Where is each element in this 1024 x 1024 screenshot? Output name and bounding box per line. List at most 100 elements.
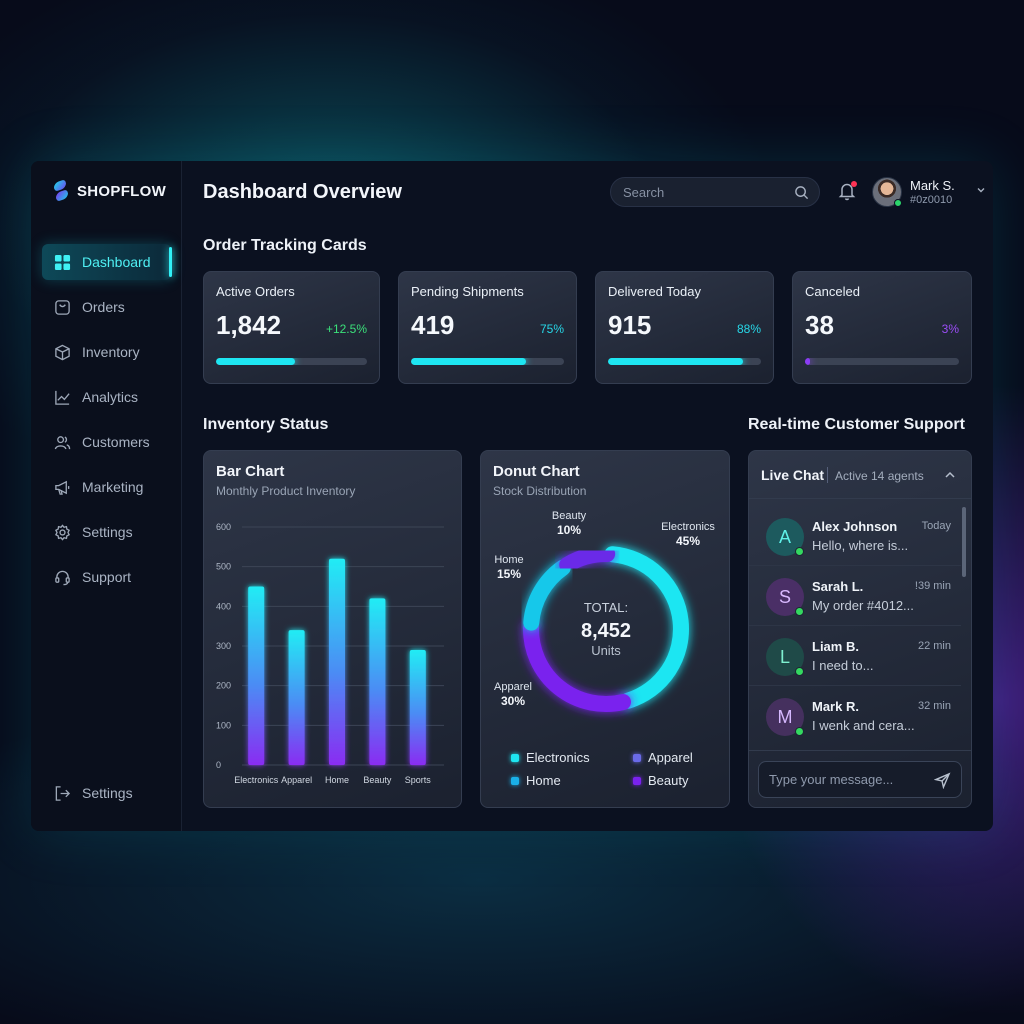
chat-timestamp: !39 min	[914, 580, 951, 592]
sidebar-item-support[interactable]: Support	[42, 559, 171, 595]
inventory-icon	[55, 344, 70, 360]
chat-avatar: A	[766, 518, 804, 556]
y-tick-label: 0	[216, 760, 221, 770]
donut-chart-panel: Donut Chart Stock Distribution TOTAL: 8,…	[480, 450, 730, 808]
analytics-icon	[55, 390, 70, 405]
donut-center-label: TOTAL:	[584, 600, 628, 615]
inventory-status-title: Inventory Status	[203, 416, 329, 433]
search-icon[interactable]	[794, 185, 809, 200]
user-menu[interactable]: Mark S. #0z0010	[872, 175, 992, 209]
bar-apparel[interactable]	[288, 630, 305, 765]
slice-name-label: Home	[494, 554, 523, 566]
chat-message-box[interactable]	[758, 761, 962, 798]
kpi-value: 915	[608, 310, 652, 340]
chat-contact-name: Sarah L.	[812, 579, 864, 594]
customer-support-title: Real-time Customer Support	[748, 416, 965, 433]
chat-message-preview: I wenk and cera...	[812, 718, 915, 733]
sidebar-item-orders[interactable]: Orders	[42, 289, 171, 325]
sidebar-item-label: Support	[82, 569, 132, 585]
donut-slice-electronics[interactable]	[604, 546, 689, 709]
kpi-progress-fill	[216, 358, 295, 365]
chat-title: Live Chat	[761, 467, 825, 483]
chat-timestamp: 22 min	[917, 640, 951, 652]
kpi-card-pending-shipments[interactable]: Pending Shipments 419 75%	[398, 271, 577, 384]
sidebar-item-customers[interactable]: Customers	[42, 424, 171, 460]
legend-swatch	[511, 776, 519, 785]
sidebar-item-settings[interactable]: Settings	[42, 514, 171, 550]
brand-name: SHOPFLOW	[77, 182, 167, 200]
order-tracking-title: Order Tracking Cards	[203, 237, 367, 254]
chat-conversation-item[interactable]: M Mark R. I wenk and cera... 32 min	[749, 686, 961, 746]
donut-slice-apparel[interactable]	[523, 619, 632, 712]
donut-slice-home[interactable]	[523, 559, 571, 631]
sidebar-nav: Dashboard Orders Inventory Analytics	[42, 244, 172, 604]
sidebar-item-dashboard[interactable]: Dashboard	[42, 244, 172, 280]
y-tick-label: 100	[216, 720, 231, 730]
search-box[interactable]	[610, 177, 820, 207]
chat-header: Live Chat Active 14 agents	[749, 451, 971, 499]
chat-contact-name: Liam B.	[812, 639, 859, 654]
avatar-initial: M	[777, 706, 793, 727]
donut-slices	[523, 546, 689, 712]
chat-conversation-item[interactable]: L Liam B. I need to... 22 min	[749, 626, 961, 686]
x-tick-label: Electronics	[234, 775, 279, 785]
kpi-progress-fill	[411, 358, 526, 365]
kpi-progress-track	[216, 358, 367, 365]
chat-message-preview: My order #4012...	[812, 598, 914, 613]
chat-message-input[interactable]	[769, 772, 929, 787]
kpi-card-canceled[interactable]: Canceled 38 3%	[792, 271, 972, 384]
bar-chart-title: Bar Chart	[216, 463, 285, 480]
slice-percent-label: 30%	[501, 694, 525, 708]
live-chat-panel: Live Chat Active 14 agents A Alex Johnso…	[748, 450, 972, 808]
avatar[interactable]	[872, 177, 902, 207]
sidebar-item-label: Analytics	[82, 389, 139, 405]
sidebar-item-inventory[interactable]: Inventory	[42, 334, 171, 370]
x-tick-label: Beauty	[363, 775, 392, 785]
chat-conversation-item[interactable]: S Sarah L. My order #4012... !39 min	[749, 566, 961, 626]
kpi-progress-fill	[608, 358, 743, 365]
bar-sports[interactable]	[409, 649, 426, 765]
bar-chart-panel: Bar Chart Monthly Product Inventory 0 100…	[203, 450, 462, 808]
sidebar-item-analytics[interactable]: Analytics	[42, 379, 171, 415]
bar-beauty[interactable]	[369, 598, 386, 765]
chevron-up-icon[interactable]	[944, 469, 956, 481]
kpi-card-delivered-today[interactable]: Delivered Today 915 88%	[595, 271, 774, 384]
chat-avatar: M	[766, 698, 804, 736]
online-status-dot	[795, 547, 804, 556]
sidebar-item-label: Inventory	[82, 344, 140, 360]
chat-conversation-item[interactable]: A Alex Johnson Hello, where is... Today	[749, 506, 961, 566]
legend-swatch	[633, 753, 641, 762]
sidebar-item-bottom-settings[interactable]: Settings	[42, 775, 171, 811]
x-tick-label: Home	[325, 775, 349, 785]
logout-icon	[55, 785, 71, 801]
bar-chart: 0 100 200 300 400 500 600 Electronics Apparel Hom…	[216, 522, 444, 785]
y-tick-label: 600	[216, 522, 231, 532]
avatar-initial: S	[778, 586, 791, 607]
kpi-progress-track	[608, 358, 761, 365]
kpi-label: Pending Shipments	[411, 284, 524, 299]
chat-contact-name: Alex Johnson	[812, 519, 898, 534]
online-status-dot	[795, 727, 804, 736]
chat-contact-name: Mark R.	[812, 699, 859, 714]
kpi-value: 38	[805, 310, 834, 340]
y-tick-label: 500	[216, 562, 231, 572]
notifications-button[interactable]	[838, 181, 858, 203]
sidebar-item-marketing[interactable]: Marketing	[42, 469, 171, 505]
chat-scrollbar[interactable]	[962, 507, 966, 577]
donut-slice-beauty[interactable]	[559, 546, 616, 573]
kpi-label: Delivered Today	[608, 284, 701, 299]
kpi-value: 419	[411, 310, 455, 340]
brand-logo[interactable]: SHOPFLOW	[53, 180, 166, 202]
bar-home[interactable]	[329, 558, 345, 765]
online-status-dot	[894, 199, 902, 207]
search-input[interactable]	[623, 184, 783, 200]
sidebar-bottom: Settings	[42, 775, 171, 820]
chat-divider	[749, 750, 971, 751]
donut-center-value: 8,452	[581, 620, 631, 642]
bar-electronics[interactable]	[248, 586, 265, 766]
sidebar-item-label: Settings	[82, 785, 133, 801]
kpi-card-active-orders[interactable]: Active Orders 1,842 +12.5%	[203, 271, 380, 384]
chevron-down-icon[interactable]	[976, 185, 986, 195]
send-icon[interactable]	[934, 772, 951, 789]
